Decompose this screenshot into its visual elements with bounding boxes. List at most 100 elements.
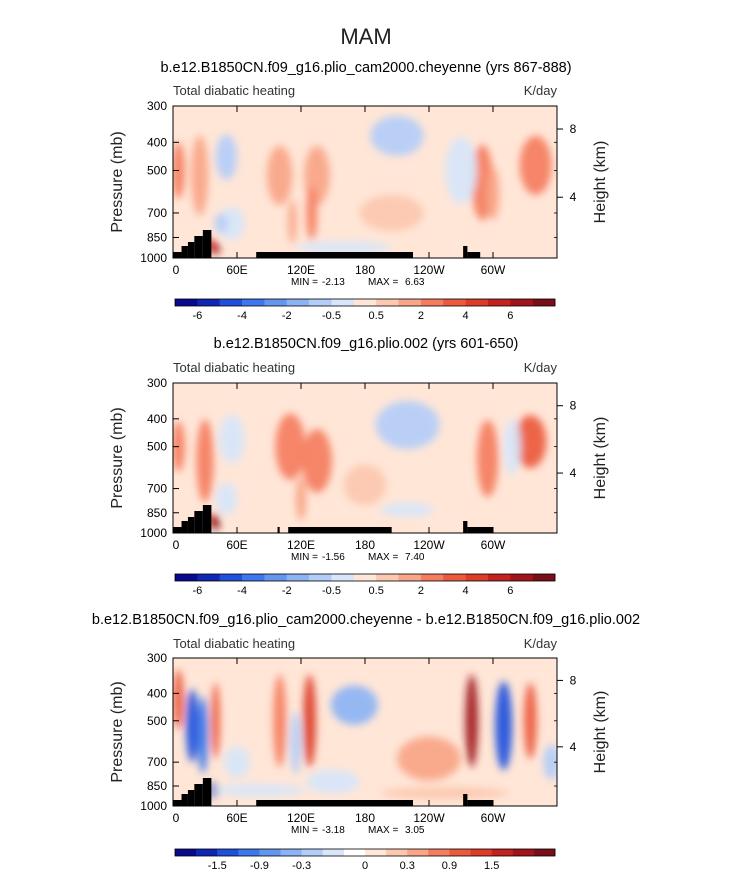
colorbar-swatch [532,574,556,581]
y-tick-label: 400 [147,686,167,700]
x-tick-label: 60E [226,263,247,277]
colorbar-swatch [301,849,324,856]
colorbar-swatch [420,299,444,306]
colorbar-swatch [264,299,288,306]
topography-block [467,252,481,258]
max-value: 6.63 [405,277,425,288]
colorbar-swatch [470,849,492,856]
colorbar-swatch [343,849,366,856]
colorbar-swatch [407,849,429,856]
heatmap-feature [302,428,332,493]
x-tick-label: 180 [355,538,375,552]
colorbar-label: -4 [237,585,247,597]
heatmap-feature [214,213,228,234]
topography-block [187,790,195,806]
topography-block [256,252,413,258]
plot-background [173,658,557,806]
heatmap-feature [503,418,521,475]
heatmap-feature [381,503,435,517]
height-tick-label: 8 [570,122,577,136]
units-label: K/day [524,360,558,375]
panels: b.e12.B1850CN.f09_g16.plio_cam2000.cheye… [92,60,640,872]
heatmap-feature [477,419,499,498]
colorbar-swatch [376,299,399,306]
colorbar-label: -2 [282,585,292,597]
colorbar-swatch [487,574,511,581]
x-tick-label: 180 [355,811,375,825]
height-tick-label: 8 [570,673,577,687]
y-tick-label: 300 [147,99,167,113]
heatmap-feature [543,744,557,780]
colorbar-label: -4 [237,310,247,322]
colorbar-swatch [510,299,533,306]
colorbar-swatch [286,574,310,581]
topography-block [467,527,493,533]
y-tick-label: 850 [147,506,167,520]
colorbar-swatch [309,299,332,306]
colorbar-frame [174,848,556,857]
colorbar-label: 0.9 [442,860,457,872]
heatmap-feature [445,136,477,205]
topography [173,505,493,533]
y-tick-label: 1000 [140,526,167,540]
colorbar-label: -0.3 [292,860,311,872]
x-tick-label: 120W [413,811,445,825]
colorbar-label: 1.5 [484,860,499,872]
y-axis-label-right: Height (km) [592,141,609,224]
heatmap-feature [215,482,237,516]
colorbar-swatch [322,849,345,856]
colorbar-swatch [175,849,197,856]
min-label: MIN = [291,825,318,836]
x-tick-label: 120W [413,263,445,277]
colorbar-label: 2 [418,585,424,597]
heatmap-feature [303,674,316,768]
y-tick-label: 700 [147,206,167,220]
heatmap-feature [397,736,461,781]
y-tick-label: 850 [147,779,167,793]
max-label: MAX = [368,825,398,836]
min-value: -1.56 [322,552,345,563]
colorbar-swatch [309,574,332,581]
height-tick-label: 4 [570,466,577,480]
colorbar-frame [174,573,556,582]
field-label: Total diabatic heating [173,83,295,98]
heatmap-feature [266,145,293,206]
heatmap-feature [343,464,387,506]
units-label: K/day [524,83,558,98]
heatmap-feature [370,115,424,156]
heatmap-feature [306,769,360,794]
colorbar: -1.5 -0.9 -0.3 0 0.3 0.9 1.5 [174,848,556,872]
colorbar-frame [174,298,556,307]
x-tick-label: 60W [481,811,506,825]
colorbar-label: -0.5 [322,310,341,322]
colorbar-swatch [175,574,198,581]
heatmap-feature [191,135,209,216]
topography-block [194,236,203,258]
heatmap-feature [519,135,552,195]
colorbar-label: -6 [192,310,202,322]
colorbar-label: -6 [192,585,202,597]
colorbar-swatch [365,849,387,856]
colorbar: -6 -4 -2 -0.5 0.5 2 4 6 [174,298,556,322]
colorbar-label: -1.5 [208,860,227,872]
x-tick-label: 60E [226,538,247,552]
colorbar-swatch [512,849,535,856]
x-tick-label: 120E [287,538,315,552]
panel-title: b.e12.B1850CN.f09_g16.plio_cam2000.cheye… [160,60,571,76]
colorbar-swatch [398,299,422,306]
colorbar-swatch [533,849,556,856]
colorbar-swatch [197,574,221,581]
heatmap-field [173,669,557,800]
heatmap-feature [514,415,547,468]
y-tick-label: 700 [147,755,167,769]
y-tick-label: 500 [147,440,167,454]
y-tick-label: 400 [147,412,167,426]
colorbar-label: 2 [418,310,424,322]
colorbar-swatch [487,299,511,306]
topography-block [194,784,203,806]
y-tick-label: 1000 [140,251,167,265]
y-axis-label: Pressure (mb) [109,681,126,782]
colorbar-swatch [197,299,221,306]
topography-block [288,527,392,533]
colorbar-label: 0.5 [369,585,384,597]
